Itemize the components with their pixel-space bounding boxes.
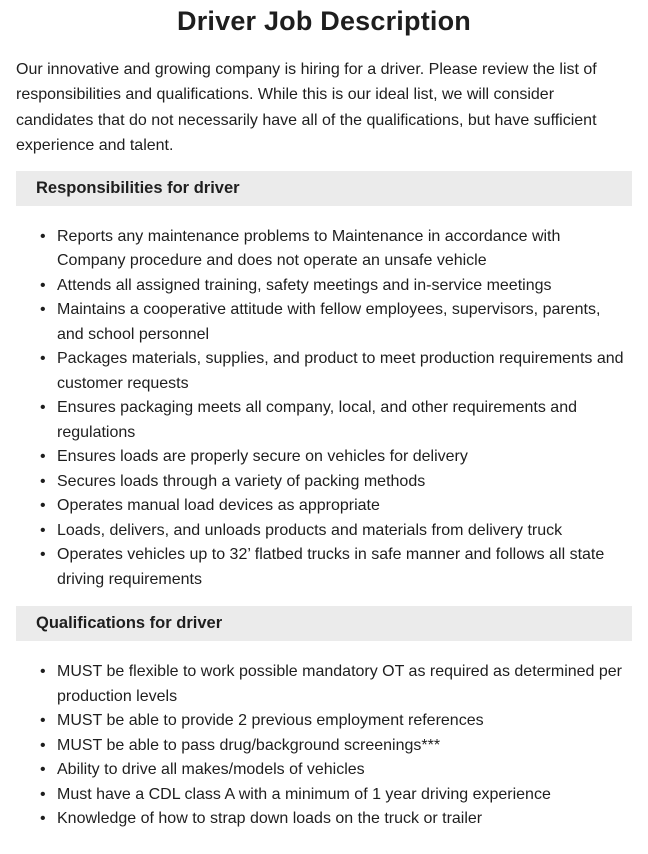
qualifications-list: • MUST be flexible to work possible mand…	[16, 660, 632, 832]
list-item: • Operates manual load devices as approp…	[40, 494, 632, 519]
bullet-icon: •	[40, 546, 46, 564]
list-item: • Knowledge of how to strap down loads o…	[40, 807, 632, 832]
bullet-icon: •	[40, 399, 46, 417]
list-item: • Ability to drive all makes/models of v…	[40, 758, 632, 783]
list-item: • Ensures packaging meets all company, l…	[40, 396, 632, 445]
list-item-text: MUST be able to provide 2 previous emplo…	[57, 712, 484, 730]
list-item-text: Must have a CDL class A with a minimum o…	[57, 785, 551, 803]
list-item: • Reports any maintenance problems to Ma…	[40, 225, 632, 274]
list-item: • Secures loads through a variety of pac…	[40, 470, 632, 495]
list-item-text: Secures loads through a variety of packi…	[57, 472, 426, 490]
qualifications-heading: Qualifications for driver	[16, 606, 632, 642]
list-item: • Ensures loads are properly secure on v…	[40, 445, 632, 470]
list-item: • Operates vehicles up to 32’ flatbed tr…	[40, 543, 632, 592]
list-item-text: Ensures loads are properly secure on veh…	[57, 448, 468, 466]
responsibilities-heading: Responsibilities for driver	[16, 170, 632, 206]
list-item: • Maintains a cooperative attitude with …	[40, 298, 632, 347]
list-item-text: Operates manual load devices as appropri…	[57, 497, 380, 515]
list-item: • Loads, delivers, and unloads products …	[40, 519, 632, 544]
bullet-icon: •	[40, 448, 46, 466]
bullet-icon: •	[40, 276, 46, 294]
job-description-page: Driver Job Description Our innovative an…	[16, 6, 632, 832]
section-qualifications: Qualifications for driver • MUST be flex…	[16, 606, 632, 832]
bullet-icon: •	[40, 663, 46, 681]
bullet-icon: •	[40, 497, 46, 515]
bullet-icon: •	[40, 785, 46, 803]
list-item-text: Packages materials, supplies, and produc…	[57, 350, 624, 392]
bullet-icon: •	[40, 521, 46, 539]
bullet-icon: •	[40, 712, 46, 730]
bullet-icon: •	[40, 761, 46, 779]
list-item: • MUST be flexible to work possible mand…	[40, 660, 632, 709]
intro-paragraph: Our innovative and growing company is hi…	[16, 61, 597, 155]
list-item-text: MUST be flexible to work possible mandat…	[57, 663, 623, 705]
list-item-text: Ability to drive all makes/models of veh…	[57, 761, 365, 779]
page-title: Driver Job Description	[177, 6, 471, 36]
bullet-icon: •	[40, 472, 46, 490]
bullet-icon: •	[40, 301, 46, 319]
bullet-icon: •	[40, 350, 46, 368]
list-item: • MUST be able to pass drug/background s…	[40, 734, 632, 759]
bullet-icon: •	[40, 227, 46, 245]
list-item: • MUST be able to provide 2 previous emp…	[40, 709, 632, 734]
list-item: • Must have a CDL class A with a minimum…	[40, 783, 632, 808]
list-item-text: Reports any maintenance problems to Main…	[57, 227, 561, 270]
list-item-text: Attends all assigned training, safety me…	[57, 276, 552, 294]
section-responsibilities: Responsibilities for driver • Reports an…	[16, 170, 632, 593]
bullet-icon: •	[40, 810, 46, 828]
list-item: • Packages materials, supplies, and prod…	[40, 347, 632, 396]
list-item-text: Maintains a cooperative attitude with fe…	[57, 301, 601, 343]
list-item: • Attends all assigned training, safety …	[40, 274, 632, 299]
list-item-text: Ensures packaging meets all company, loc…	[57, 399, 577, 441]
list-item-text: Operates vehicles up to 32’ flatbed truc…	[57, 546, 605, 588]
list-item-text: MUST be able to pass drug/background scr…	[57, 736, 441, 754]
list-item-text: Loads, delivers, and unloads products an…	[57, 521, 563, 539]
list-item-text: Knowledge of how to strap down loads on …	[57, 810, 483, 828]
responsibilities-list: • Reports any maintenance problems to Ma…	[16, 225, 632, 593]
bullet-icon: •	[40, 736, 46, 754]
